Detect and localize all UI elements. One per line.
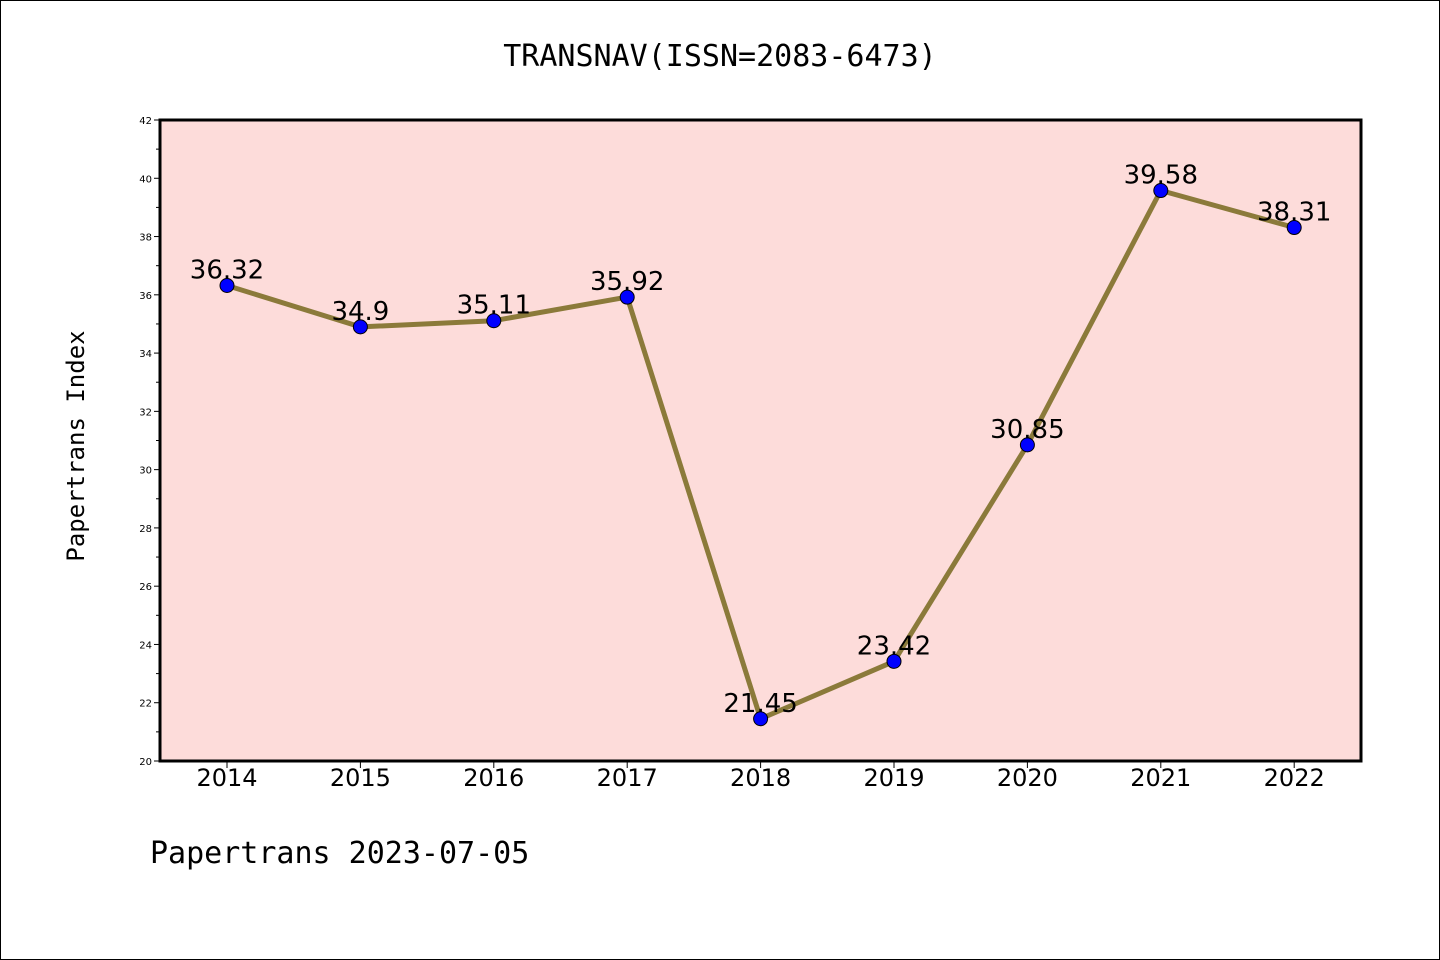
- y-axis: 20 22 24 26 28 30 32 34 36 38 40 42: [139, 116, 160, 768]
- y-tick-label: 42: [139, 116, 152, 127]
- x-tick-label: 2021: [1130, 764, 1191, 792]
- data-point: [486, 313, 502, 329]
- data-label: 39.58: [1124, 161, 1198, 191]
- y-tick-label: 38: [139, 233, 152, 244]
- y-tick-label: 36: [139, 291, 152, 302]
- data-label: 21.45: [723, 689, 797, 719]
- x-tick-label: 2016: [463, 764, 524, 792]
- plot-area: [158, 118, 1363, 763]
- y-tick-label: 30: [139, 466, 152, 477]
- y-tick-label: 26: [139, 582, 152, 593]
- data-markers: [219, 183, 1302, 727]
- y-tick-label: 32: [139, 407, 152, 418]
- data-point: [886, 653, 902, 669]
- data-label: 34.9: [331, 297, 389, 327]
- data-labels: 36.32 34.9 35.11 35.92 21.45 23.42 30.85 39.58 3…: [190, 161, 1332, 719]
- y-tick-label: 22: [139, 699, 152, 710]
- x-tick-label: 2015: [330, 764, 391, 792]
- data-point: [352, 319, 368, 335]
- x-tick-label: 2020: [997, 764, 1058, 792]
- data-label: 23.42: [857, 631, 931, 661]
- chart-title: TRANSNAV(ISSN=2083-6473): [503, 39, 936, 74]
- data-point: [753, 711, 769, 727]
- x-axis: 2014 2015 2016 2017 2018 2019 2020 2021 2022: [196, 761, 1325, 792]
- y-tick-label: 28: [139, 524, 152, 535]
- x-tick-label: 2019: [863, 764, 924, 792]
- data-label: 35.11: [457, 291, 531, 321]
- x-tick-label: 2014: [196, 764, 257, 792]
- data-point: [1019, 437, 1035, 453]
- x-tick-label: 2022: [1264, 764, 1325, 792]
- data-point: [219, 277, 235, 293]
- y-tick-label: 24: [139, 640, 152, 651]
- data-point: [619, 289, 635, 305]
- data-label: 36.32: [190, 255, 264, 285]
- y-tick-label: 40: [139, 174, 152, 185]
- x-tick-label: 2017: [597, 764, 658, 792]
- y-tick-label: 34: [139, 349, 152, 360]
- x-tick-label: 2018: [730, 764, 791, 792]
- data-label: 35.92: [590, 267, 664, 297]
- data-label: 30.85: [990, 415, 1064, 445]
- data-label: 38.31: [1257, 198, 1331, 228]
- footer-text: Papertrans 2023-07-05: [150, 836, 529, 871]
- data-point: [1153, 183, 1169, 199]
- data-point: [1286, 220, 1302, 236]
- y-tick-label: 20: [139, 757, 152, 768]
- y-axis-label: Papertrans Index: [62, 330, 90, 561]
